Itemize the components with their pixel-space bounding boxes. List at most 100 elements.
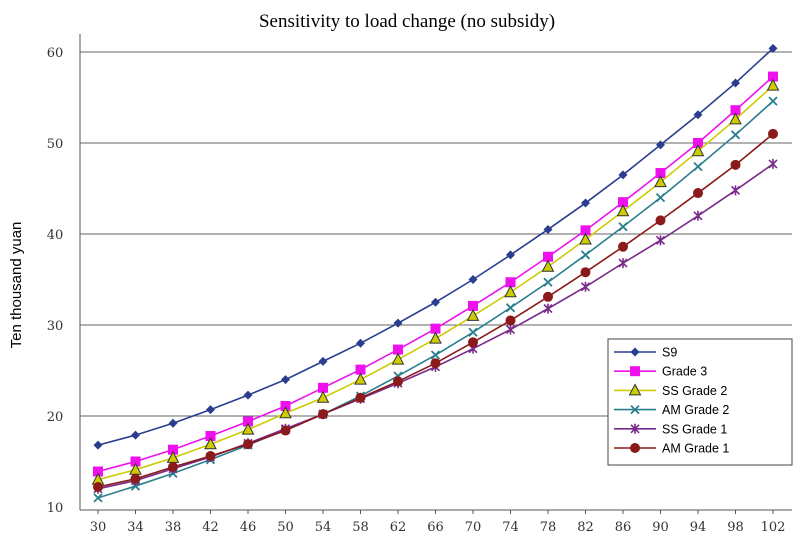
data-point bbox=[355, 364, 366, 375]
data-point bbox=[768, 43, 778, 53]
series-lines bbox=[91, 43, 780, 503]
data-point bbox=[468, 337, 478, 348]
data-point bbox=[693, 138, 703, 148]
data-point bbox=[693, 110, 703, 120]
data-point bbox=[543, 251, 553, 262]
data-point bbox=[618, 222, 628, 232]
y-tick-label: 60 bbox=[47, 46, 64, 61]
data-point bbox=[768, 71, 778, 82]
data-point bbox=[243, 390, 253, 400]
legend-label: SS Grade 2 bbox=[662, 384, 727, 398]
x-tick-label: 62 bbox=[390, 520, 407, 535]
legend-item: Grade 3 bbox=[614, 365, 707, 379]
data-point bbox=[204, 437, 217, 450]
series-am-grade-1 bbox=[93, 128, 778, 492]
x-tick-label: 70 bbox=[465, 520, 482, 535]
y-tick-labels: 10 20 30 40 50 60 bbox=[47, 46, 64, 516]
data-point bbox=[206, 405, 215, 415]
y-tick-label: 30 bbox=[47, 319, 64, 334]
data-point bbox=[655, 235, 666, 246]
data-point bbox=[354, 372, 367, 385]
x-tick-label: 30 bbox=[90, 520, 107, 535]
legend-marker bbox=[630, 443, 640, 453]
data-point bbox=[504, 285, 517, 298]
y-tick-label: 10 bbox=[47, 501, 64, 516]
data-point bbox=[506, 250, 515, 260]
chart-title: Sensitivity to load change (no subsidy) bbox=[259, 11, 555, 32]
data-point bbox=[466, 308, 480, 321]
data-point bbox=[431, 297, 440, 307]
x-tick-label: 50 bbox=[277, 520, 294, 535]
data-point bbox=[279, 406, 292, 419]
data-point bbox=[93, 493, 103, 503]
x-tick-label: 42 bbox=[202, 520, 219, 535]
data-point bbox=[393, 318, 403, 328]
y-tick-label: 40 bbox=[47, 228, 64, 243]
x-tick-label: 94 bbox=[690, 520, 707, 535]
data-point bbox=[356, 338, 365, 348]
legend-label: SS Grade 1 bbox=[662, 422, 727, 436]
data-point bbox=[393, 376, 403, 387]
data-point bbox=[93, 466, 103, 477]
data-point bbox=[468, 300, 478, 311]
data-point bbox=[168, 461, 178, 472]
data-point bbox=[505, 315, 516, 326]
data-point bbox=[580, 250, 591, 260]
data-point bbox=[580, 225, 591, 236]
x-tick-label: 54 bbox=[315, 520, 332, 535]
data-point bbox=[318, 382, 328, 393]
data-point bbox=[93, 481, 103, 492]
x-tick-label: 34 bbox=[127, 520, 144, 535]
data-point bbox=[505, 277, 516, 288]
legend-item: SS Grade 1 bbox=[614, 422, 727, 436]
data-point bbox=[731, 78, 740, 88]
data-point bbox=[130, 473, 141, 484]
legend-marker bbox=[630, 366, 640, 377]
legend-label: AM Grade 1 bbox=[662, 442, 729, 456]
data-point bbox=[766, 78, 780, 91]
data-point bbox=[691, 144, 705, 157]
data-point bbox=[168, 418, 178, 428]
data-point bbox=[730, 185, 741, 196]
data-point bbox=[429, 331, 442, 344]
data-point bbox=[243, 416, 253, 427]
data-point bbox=[730, 159, 741, 170]
x-tick-label: 78 bbox=[540, 520, 557, 535]
data-point bbox=[430, 323, 441, 334]
data-point bbox=[618, 258, 628, 269]
data-point bbox=[543, 224, 553, 234]
data-point bbox=[580, 267, 591, 278]
data-point bbox=[316, 390, 330, 403]
data-point bbox=[618, 197, 628, 208]
data-point bbox=[655, 192, 666, 203]
data-point bbox=[243, 439, 253, 450]
data-point bbox=[355, 392, 366, 403]
data-point bbox=[168, 444, 178, 455]
data-point bbox=[655, 168, 666, 179]
data-point bbox=[616, 204, 630, 217]
series-grade-3 bbox=[93, 71, 778, 477]
legend-marker bbox=[630, 404, 640, 415]
x-tick-label: 38 bbox=[165, 520, 182, 535]
data-point bbox=[543, 277, 553, 287]
legend-label: S9 bbox=[662, 346, 677, 360]
data-point bbox=[768, 128, 778, 139]
data-point bbox=[130, 456, 141, 467]
x-tick-label: 102 bbox=[761, 520, 786, 535]
legend-marker bbox=[628, 383, 642, 396]
data-point bbox=[205, 451, 216, 462]
data-point bbox=[768, 96, 778, 106]
legend-items: S9 Grade 3 SS Grade 2 AM Grade 2 SS Grade 1 A… bbox=[614, 346, 729, 456]
data-point bbox=[505, 324, 516, 335]
data-point bbox=[618, 170, 628, 180]
data-point bbox=[693, 188, 703, 199]
data-point bbox=[280, 425, 291, 436]
data-point bbox=[543, 291, 553, 302]
x-tick-label: 90 bbox=[652, 520, 669, 535]
legend-item: S9 bbox=[614, 346, 677, 360]
data-point bbox=[280, 400, 291, 411]
data-point bbox=[581, 198, 590, 208]
data-point bbox=[654, 175, 667, 188]
legend-item: AM Grade 1 bbox=[614, 442, 729, 456]
data-point bbox=[693, 210, 703, 221]
